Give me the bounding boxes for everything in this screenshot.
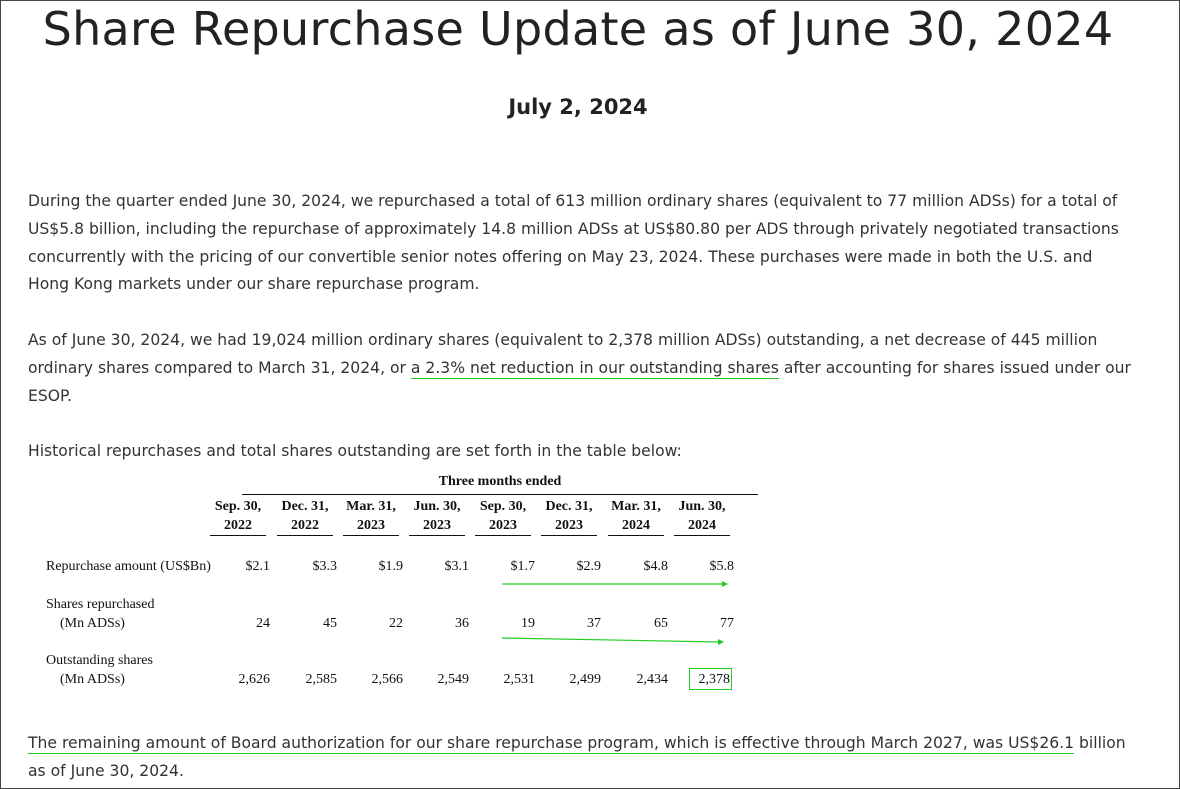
highlight-box-latest-outstanding [689,668,732,690]
column-header-year: 2024 [608,516,664,536]
column-header-year: 2023 [343,516,399,536]
table-cell: 2,626 [238,672,271,687]
column-header-date: Jun. 30, [413,499,461,514]
column-header-date: Dec. 31, [281,499,329,514]
table-cell: 37 [587,616,601,631]
column-header: Sep. 30, 2023 [473,497,533,536]
column-header-date: Sep. 30, [479,499,527,514]
column-header-year: 2022 [277,516,333,536]
column-header: Dec. 31, 2022 [275,497,335,536]
highlighted-net-reduction: a 2.3% net reduction in our outstanding … [410,358,779,377]
row-label-line: Shares repurchased [46,597,155,612]
paragraph-outstanding-shares: As of June 30, 2024, we had 19,024 milli… [28,327,1138,410]
column-header: Jun. 30, 2024 [672,497,732,536]
column-header: Jun. 30, 2023 [407,497,467,536]
table-cell: 2,585 [305,672,338,687]
column-header: Dec. 31, 2023 [539,497,599,536]
table-cell: $1.9 [378,559,404,574]
table-cell: $2.9 [576,559,602,574]
column-header: Mar. 31, 2023 [341,497,401,536]
table-cell: $4.8 [643,559,669,574]
arrow-head-repurchase-amount [722,581,728,587]
table-row-label: Outstanding shares (Mn ADSs) [46,651,153,689]
table-cell: 65 [654,616,668,631]
column-header-year: 2022 [210,516,266,536]
table-cell: $3.1 [444,559,470,574]
paragraph-text: billion as of June 30, 2024. [28,734,1126,780]
table-cell: 19 [521,616,535,631]
repurchase-table: Three months ended Sep. 30, 2022 Dec. 31, 2… [30,468,758,700]
table-cell: 77 [720,616,734,631]
table-cell: $1.7 [510,559,536,574]
table-cell: 2,549 [437,672,470,687]
table-cell: 45 [323,616,337,631]
table-cell: $3.3 [312,559,338,574]
row-label-line: Outstanding shares [46,653,153,668]
column-header: Sep. 30, 2022 [208,497,268,536]
column-header-year: 2023 [409,516,465,536]
page-title: Share Repurchase Update as of June 30, 2… [42,2,1114,56]
paragraph-text: after accounting for shares issued under… [28,358,1131,405]
column-header-date: Sep. 30, [214,499,262,514]
table-cell: 24 [256,616,270,631]
column-header: Mar. 31, 2024 [606,497,666,536]
column-header-date: Mar. 31, [611,499,661,514]
column-header-year: 2024 [674,516,730,536]
table-cell: 22 [389,616,403,631]
paragraph-text: As of June 30, 2024, we had 19,024 milli… [28,331,1098,377]
table-cell: 2,566 [371,672,404,687]
table-cell: 2,499 [569,672,602,687]
table-cell: 2,531 [503,672,536,687]
paragraph-table-intro: Historical repurchases and total shares … [28,442,682,460]
table-group-header: Three months ended [438,474,562,489]
table-cell: $5.8 [709,559,735,574]
publish-date: July 2, 2024 [508,95,648,119]
row-label-unit: (Mn ADSs) [60,672,125,687]
highlighted-authorization: The remaining amount of Board authorizat… [28,734,1075,752]
column-header-year: 2023 [541,516,597,536]
column-header-year: 2023 [475,516,531,536]
arrow-head-shares-repurchased [718,639,724,645]
table-cell: 2,434 [636,672,669,687]
paragraph-quarter-summary: During the quarter ended June 30, 2024, … [28,192,1119,294]
table-group-header-rule [242,494,758,495]
column-header-date: Dec. 31, [545,499,593,514]
table-cell: 36 [455,616,469,631]
table-cell: 2,378 [698,672,731,687]
paragraph-board-authorization: The remaining amount of Board authorizat… [28,730,1138,786]
column-header-date: Mar. 31, [346,499,396,514]
table-row-label: Repurchase amount (US$Bn) [46,557,211,576]
annotation-arrows [501,581,728,645]
column-header-date: Jun. 30, [678,499,726,514]
arrow-line-shares-repurchased [501,637,721,643]
table-row-label: Shares repurchased (Mn ADSs) [46,595,154,633]
table-cell: $2.1 [245,559,271,574]
row-label-unit: (Mn ADSs) [60,616,125,631]
row-label-line: Repurchase amount (US$Bn) [46,559,211,574]
